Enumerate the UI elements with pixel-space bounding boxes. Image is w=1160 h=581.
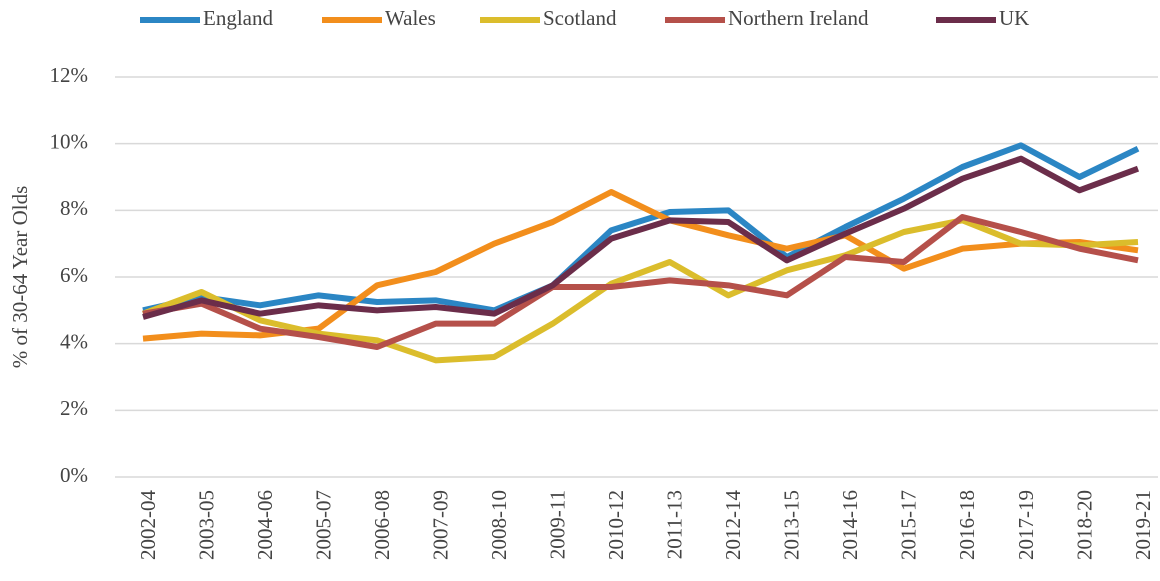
y-axis-label: % of 30-64 Year Olds <box>8 186 32 369</box>
x-tick-label: 2011-13 <box>663 490 687 559</box>
x-tick-label: 2009-11 <box>546 490 570 559</box>
x-tick-label: 2005-07 <box>311 490 335 560</box>
y-tick-label: 10% <box>50 129 89 153</box>
legend-label: England <box>203 6 273 30</box>
series-line <box>142 155 1140 320</box>
x-tick-label: 2019-21 <box>1131 490 1155 560</box>
x-tick-label: 2006-08 <box>370 490 394 560</box>
x-tick-label: 2002-04 <box>136 490 160 560</box>
legend-label: Scotland <box>543 6 617 30</box>
series-line <box>142 214 1139 350</box>
series-line <box>141 217 1139 364</box>
y-tick-label: 0% <box>60 463 88 487</box>
x-tick-label: 2008-10 <box>487 490 511 560</box>
x-tick-label: 2015-17 <box>897 490 921 560</box>
x-tick-label: 2017-19 <box>1014 490 1038 560</box>
series-line <box>142 142 1140 314</box>
x-tick-label: 2016-18 <box>955 490 979 560</box>
x-tick-label: 2004-06 <box>253 490 277 560</box>
x-tick-label: 2013-15 <box>780 490 804 560</box>
y-tick-label: 12% <box>50 63 89 87</box>
x-tick-label: 2007-09 <box>428 490 452 560</box>
legend-label: UK <box>999 6 1029 30</box>
legend-label: Wales <box>385 6 436 30</box>
x-tick-label: 2003-05 <box>194 490 218 560</box>
series-line <box>142 189 1139 342</box>
y-tick-label: 8% <box>60 196 88 220</box>
y-tick-label: 4% <box>60 329 88 353</box>
x-tick-label: 2012-14 <box>721 490 745 560</box>
x-tick-label: 2014-16 <box>838 490 862 560</box>
y-tick-label: 2% <box>60 396 88 420</box>
x-tick-label: 2018-20 <box>1072 490 1096 560</box>
y-tick-label: 6% <box>60 263 88 287</box>
x-tick-label: 2010-12 <box>604 490 628 560</box>
legend-label: Northern Ireland <box>728 6 869 30</box>
